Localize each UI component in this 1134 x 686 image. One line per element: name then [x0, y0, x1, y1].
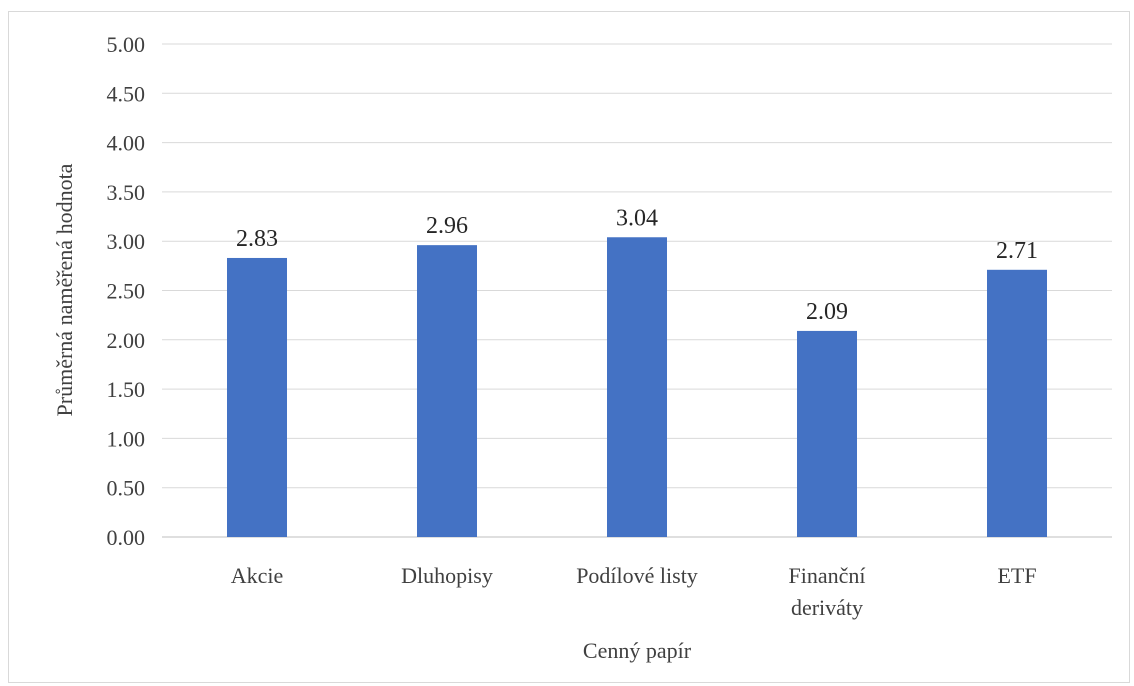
y-tick-labels: 0.00 0.50 1.00 1.50 2.00 2.50 3.00 3.50 4.00 4.50…	[107, 32, 146, 550]
y-tick-label: 2.50	[107, 279, 146, 304]
chart-frame	[8, 11, 1130, 683]
y-tick-label: 5.00	[107, 32, 146, 57]
y-tick-label: 1.50	[107, 377, 146, 402]
bar	[227, 257, 287, 537]
x-axis-title: Cenný papír	[583, 638, 692, 663]
y-tick-label: 4.50	[107, 81, 146, 106]
y-tick-label: 0.50	[107, 476, 146, 501]
x-category-label: Podílové listy	[576, 563, 698, 588]
x-category-label: Dluhopisy	[401, 563, 493, 588]
y-tick-label: 4.00	[107, 131, 146, 156]
data-label: 2.83	[236, 226, 278, 252]
data-label: 3.04	[616, 205, 658, 231]
bar	[987, 269, 1047, 537]
data-label: 2.71	[996, 238, 1038, 264]
data-label: 2.09	[806, 299, 848, 325]
y-tick-label: 0.00	[107, 525, 146, 550]
y-tick-label: 3.00	[107, 229, 146, 254]
y-axis-title: Průměrná naměřená hodnota	[52, 163, 77, 416]
x-category-label: Akcie	[231, 563, 284, 588]
x-category-label: ETF	[997, 563, 1036, 588]
x-category-label: deriváty	[791, 595, 863, 620]
y-tick-label: 2.00	[107, 328, 146, 353]
bar	[607, 237, 667, 538]
y-tick-label: 3.50	[107, 180, 146, 205]
bars	[227, 237, 1047, 538]
data-label: 2.96	[426, 213, 468, 239]
x-category-labels: Akcie Dluhopisy Podílové listy Finanční deri…	[231, 563, 1037, 620]
gridlines	[162, 43, 1112, 538]
bar	[417, 245, 477, 538]
x-category-label: Finanční	[789, 563, 866, 588]
data-labels: 2.83 2.96 3.04 2.09 2.71	[236, 205, 1038, 325]
bar	[797, 330, 857, 537]
y-tick-label: 1.00	[107, 426, 146, 451]
